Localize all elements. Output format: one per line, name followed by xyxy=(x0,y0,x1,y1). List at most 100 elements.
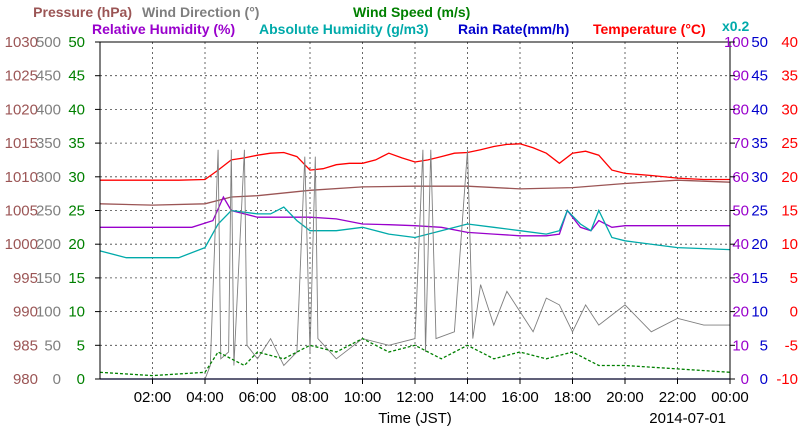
x-tick-label: 06:00 xyxy=(239,389,277,406)
y-tick-label: 50 xyxy=(44,337,61,354)
y-tick-label: 350 xyxy=(36,135,61,152)
date-label: 2014-07-01 xyxy=(649,410,726,427)
y-tick-label: 15 xyxy=(781,203,798,220)
y-tick-label: 250 xyxy=(36,203,61,220)
y-tick-label: 0 xyxy=(790,304,798,321)
y-tick-label: 1005 xyxy=(5,203,38,220)
y-tick-label: 0 xyxy=(77,371,85,388)
y-tick-label: 20 xyxy=(781,169,798,186)
y-tick-label: 30 xyxy=(751,169,768,186)
y-tick-label: 40 xyxy=(732,236,749,253)
y-tick-label: 40 xyxy=(68,101,85,118)
legend-absolute-humidity: Absolute Humidity (g/m3) xyxy=(259,21,429,37)
series-line xyxy=(99,179,731,206)
y-tick-label: 5 xyxy=(77,337,85,354)
y-tick-label: -5 xyxy=(785,337,798,354)
y-tick-label: 5 xyxy=(760,337,768,354)
series-line xyxy=(100,195,730,237)
y-tick-label: 5 xyxy=(790,270,798,287)
y-tick-label: 25 xyxy=(781,135,798,152)
x-tick-label: 02:00 xyxy=(134,389,172,406)
y-tick-label: 90 xyxy=(732,68,749,85)
legend-wind-speed: Wind Speed (m/s) xyxy=(353,4,470,20)
y-tick-label: 20 xyxy=(751,236,768,253)
x-tick-label: 16:00 xyxy=(501,389,539,406)
y-tick-label: 1030 xyxy=(5,34,38,51)
y-tick-label: 35 xyxy=(751,135,768,152)
y-tick-label: 400 xyxy=(36,101,61,118)
y-tick-label: 50 xyxy=(751,34,768,51)
y-tick-label: 30 xyxy=(781,101,798,118)
y-tick-label: 1025 xyxy=(5,68,38,85)
y-tick-label: 25 xyxy=(68,203,85,220)
y-tick-label: 35 xyxy=(781,68,798,85)
y-tick-label: 10 xyxy=(751,304,768,321)
y-tick-label: 990 xyxy=(13,304,38,321)
y-tick-label: 50 xyxy=(732,203,749,220)
x-axis: 02:00 04:00 06:00 08:00 10:00 12:00 14:00 16:00… xyxy=(134,379,749,406)
y-axis-ticks: 40 35 30 25 20 15 10 5 0 -5 -10 xyxy=(776,34,798,388)
y-tick-label: 100 xyxy=(724,34,749,51)
legend-pressure: Pressure (hPa) xyxy=(33,4,132,20)
x-tick-label: 14:00 xyxy=(449,389,487,406)
series-line xyxy=(100,143,730,181)
x-tick-label: 18:00 xyxy=(554,389,592,406)
grid xyxy=(100,42,730,379)
y-tick-label: 985 xyxy=(13,337,38,354)
y-tick-label: 1020 xyxy=(5,101,38,118)
x-tick-label: 10:00 xyxy=(344,389,382,406)
y-tick-label: 80 xyxy=(732,101,749,118)
y-tick-label: 150 xyxy=(36,270,61,287)
y-tick-label: 0 xyxy=(760,371,768,388)
y-tick-label: 15 xyxy=(68,270,85,287)
series-line xyxy=(99,206,731,259)
x-tick-label: 08:00 xyxy=(291,389,329,406)
y-tick-label: 1000 xyxy=(5,236,38,253)
y-tick-label: 60 xyxy=(732,169,749,186)
y-tick-label: 0 xyxy=(53,371,61,388)
y-tick-label: 40 xyxy=(781,34,798,51)
y-tick-label: 500 xyxy=(36,34,61,51)
series-line xyxy=(100,149,730,380)
y-tick-label: 450 xyxy=(36,68,61,85)
y-tick-label: 1010 xyxy=(5,169,38,186)
y-tick-label: 995 xyxy=(13,270,38,287)
y-tick-label: 20 xyxy=(68,236,85,253)
y-tick-label: 100 xyxy=(36,304,61,321)
x-tick-label: 22:00 xyxy=(659,389,697,406)
scale-note: x0.2 xyxy=(722,18,749,34)
y-axis-ticks: 1030 1025 1020 1015 1010 1005 1000 995 990 985 980 xyxy=(5,34,38,388)
y-tick-label: 45 xyxy=(68,68,85,85)
y-tick-label: 1015 xyxy=(5,135,38,152)
x-tick-label: 20:00 xyxy=(606,389,644,406)
y-tick-label: 300 xyxy=(36,169,61,186)
y-tick-label: 0 xyxy=(741,371,749,388)
y-tick-label: 30 xyxy=(68,169,85,186)
series-line xyxy=(99,337,731,377)
y-tick-label: 200 xyxy=(36,236,61,253)
y-tick-label: 35 xyxy=(68,135,85,152)
y-tick-label: 70 xyxy=(732,135,749,152)
y-tick-label: 50 xyxy=(68,34,85,51)
y-tick-label: 15 xyxy=(751,270,768,287)
x-tick-label: 12:00 xyxy=(396,389,434,406)
y-tick-label: 10 xyxy=(781,236,798,253)
y-tick-label: 10 xyxy=(732,337,749,354)
y-tick-label: 40 xyxy=(751,101,768,118)
y-tick-label: 45 xyxy=(751,68,768,85)
legend-rain-rate: Rain Rate(mm/h) xyxy=(458,21,569,37)
y-axes: 1030102510201015101010051000995990985980… xyxy=(5,34,798,388)
y-tick-label: 10 xyxy=(68,304,85,321)
y-tick-label: -10 xyxy=(776,371,798,388)
y-tick-label: 30 xyxy=(732,270,749,287)
legend-wind-direction: Wind Direction (°) xyxy=(142,4,259,20)
x-tick-label: 00:00 xyxy=(711,389,749,406)
y-tick-label: 20 xyxy=(732,304,749,321)
y-tick-label: 25 xyxy=(751,203,768,220)
legend-temperature: Temperature (°C) xyxy=(593,21,706,37)
x-tick-label: 04:00 xyxy=(186,389,224,406)
